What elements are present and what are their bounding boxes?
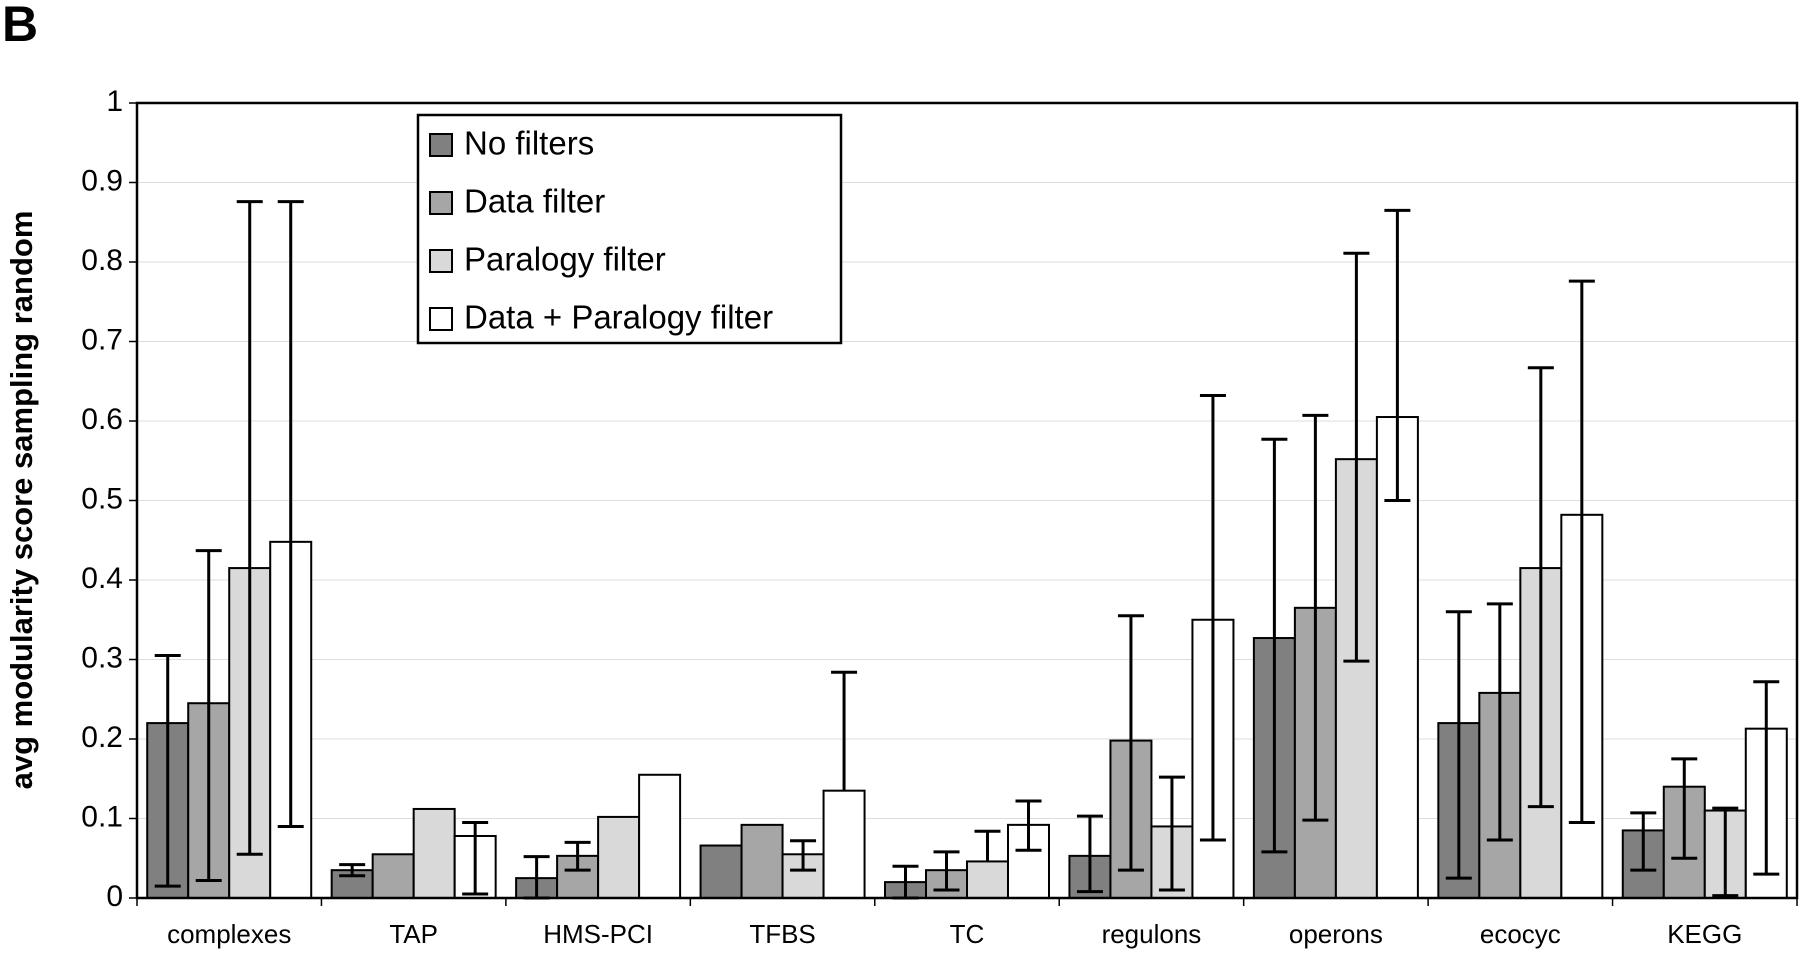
x-tick-label: KEGG: [1667, 919, 1742, 949]
y-tick-label: 0.6: [81, 403, 123, 436]
y-tick-label: 0.3: [81, 641, 123, 674]
y-tick-label: 0.8: [81, 244, 123, 277]
y-tick-label: 0.1: [81, 800, 123, 833]
y-tick-label: 0.7: [81, 323, 123, 356]
y-tick-label: 0.4: [81, 562, 123, 595]
panel-label: B: [2, 0, 38, 52]
bar: [412, 807, 456, 900]
y-tick-label: 0.5: [81, 482, 123, 515]
y-tick-label: 1: [106, 85, 123, 118]
x-tick-label: ecocyc: [1480, 919, 1561, 949]
bar: [638, 773, 682, 900]
legend-label: Data filter: [464, 183, 605, 220]
bar: [966, 860, 1009, 899]
x-tick-label: TAP: [389, 919, 438, 949]
legend-swatch: [429, 191, 453, 215]
legend-swatch: [429, 249, 453, 273]
x-tick-label: regulons: [1102, 919, 1202, 949]
y-tick-label: 0.9: [81, 164, 123, 197]
bar: [699, 844, 743, 900]
legend-label: No filters: [464, 125, 594, 162]
legend-label: Paralogy filter: [464, 241, 666, 278]
y-tick-label: 0.2: [81, 721, 123, 754]
legend-box: [416, 113, 843, 345]
legend-swatch: [429, 307, 453, 331]
bar: [822, 789, 866, 899]
y-tick-label: 0: [106, 880, 123, 913]
x-tick-label: complexes: [167, 919, 291, 949]
x-tick-label: HMS-PCI: [543, 919, 653, 949]
legend-swatch: [429, 133, 453, 157]
x-tick-label: operons: [1289, 919, 1383, 949]
bar: [371, 853, 415, 900]
y-axis-label: avg modularity score sampling random: [4, 211, 39, 790]
bar: [597, 815, 641, 899]
x-tick-label: TC: [950, 919, 985, 949]
x-tick-label: TFBS: [749, 919, 815, 949]
legend-label: Data + Paralogy filter: [464, 299, 773, 336]
bar: [740, 823, 784, 899]
plot-frame: [135, 101, 1799, 900]
